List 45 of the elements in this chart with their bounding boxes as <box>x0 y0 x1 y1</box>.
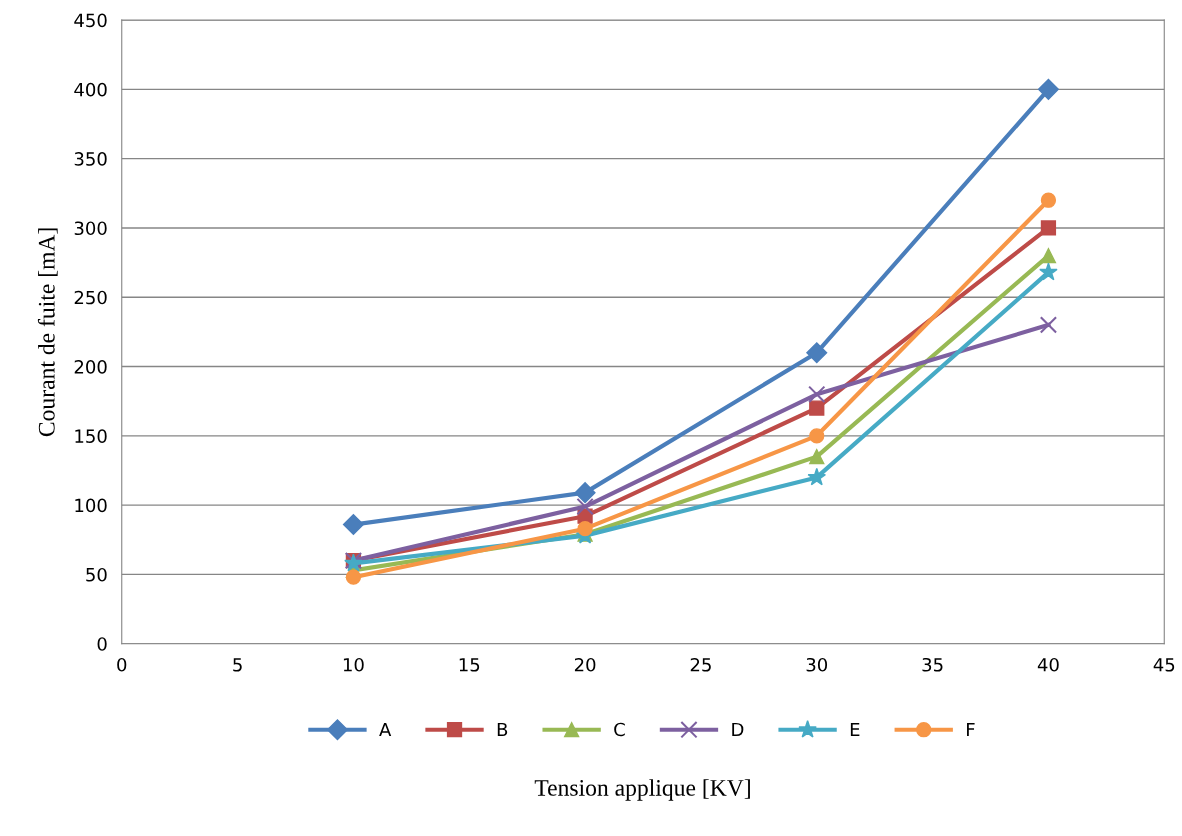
y-tick-label: 300 <box>74 221 107 236</box>
y-tick-label: 0 <box>97 637 107 651</box>
point <box>576 497 594 516</box>
legend-label: B <box>497 722 508 737</box>
point <box>809 448 825 465</box>
x-tick-label: 10 <box>343 657 364 672</box>
point <box>1039 262 1058 281</box>
legend-label: A <box>379 722 392 737</box>
x-tick-label: 40 <box>1037 657 1059 672</box>
point <box>574 482 596 504</box>
point <box>808 385 826 403</box>
x-tick-label: 30 <box>806 657 828 672</box>
y-tick-label: 450 <box>74 13 107 28</box>
point <box>577 521 593 537</box>
y-tick-label: 200 <box>74 360 107 374</box>
point <box>1040 220 1057 236</box>
y-tick-label: 50 <box>86 567 107 582</box>
point <box>806 342 828 364</box>
point <box>1037 78 1059 100</box>
x-tick-label: 35 <box>922 657 943 672</box>
y-tick-label: 100 <box>75 498 107 513</box>
x-tick-label: 0 <box>117 657 127 672</box>
legend-label: F <box>967 722 975 737</box>
point <box>1040 248 1057 264</box>
x-tick-label: 20 <box>574 657 596 672</box>
point <box>345 569 362 585</box>
point <box>809 428 825 444</box>
y-tick-label: 250 <box>74 290 107 305</box>
point <box>342 514 364 536</box>
y-axis-title: Courant de fuite [mA] <box>37 228 58 437</box>
point <box>807 467 827 486</box>
legend-label: D <box>732 722 744 737</box>
point <box>1039 316 1058 334</box>
legend-label: C <box>614 722 625 737</box>
x-tick-label: 45 <box>1153 658 1175 672</box>
y-tick-label: 400 <box>74 82 107 97</box>
point <box>809 400 825 416</box>
x-tick-label: 25 <box>690 657 711 672</box>
point <box>1040 192 1057 208</box>
y-tick-label: 150 <box>75 429 107 443</box>
x-tick-label: 5 <box>233 658 242 672</box>
x-tick-label: 15 <box>459 658 480 672</box>
x-axis-title: Tension applique [KV] <box>534 779 750 801</box>
y-tick-label: 350 <box>74 152 107 166</box>
legend-label: E <box>850 722 860 737</box>
